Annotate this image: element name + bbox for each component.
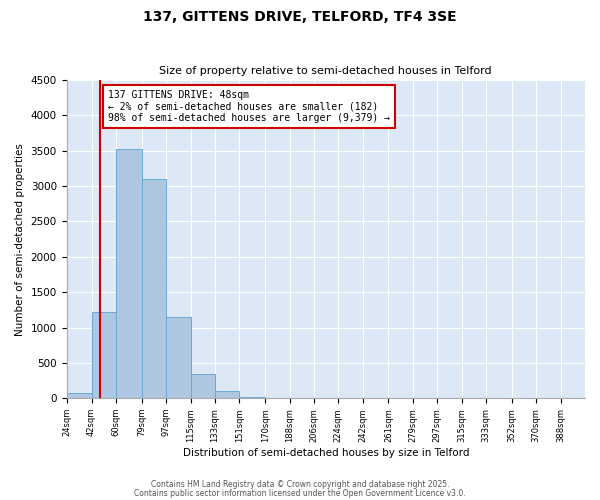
Bar	[215, 391, 239, 398]
Bar	[191, 374, 215, 398]
Bar	[142, 179, 166, 398]
Y-axis label: Number of semi-detached properties: Number of semi-detached properties	[15, 142, 25, 336]
Text: 137, GITTENS DRIVE, TELFORD, TF4 3SE: 137, GITTENS DRIVE, TELFORD, TF4 3SE	[143, 10, 457, 24]
Title: Size of property relative to semi-detached houses in Telford: Size of property relative to semi-detach…	[160, 66, 492, 76]
Text: Contains HM Land Registry data © Crown copyright and database right 2025.: Contains HM Land Registry data © Crown c…	[151, 480, 449, 489]
X-axis label: Distribution of semi-detached houses by size in Telford: Distribution of semi-detached houses by …	[182, 448, 469, 458]
Text: 137 GITTENS DRIVE: 48sqm
← 2% of semi-detached houses are smaller (182)
98% of s: 137 GITTENS DRIVE: 48sqm ← 2% of semi-de…	[108, 90, 390, 123]
Bar	[67, 392, 92, 398]
Bar	[166, 317, 191, 398]
Text: Contains public sector information licensed under the Open Government Licence v3: Contains public sector information licen…	[134, 490, 466, 498]
Bar	[116, 150, 142, 398]
Bar	[92, 312, 116, 398]
Bar	[239, 397, 265, 398]
